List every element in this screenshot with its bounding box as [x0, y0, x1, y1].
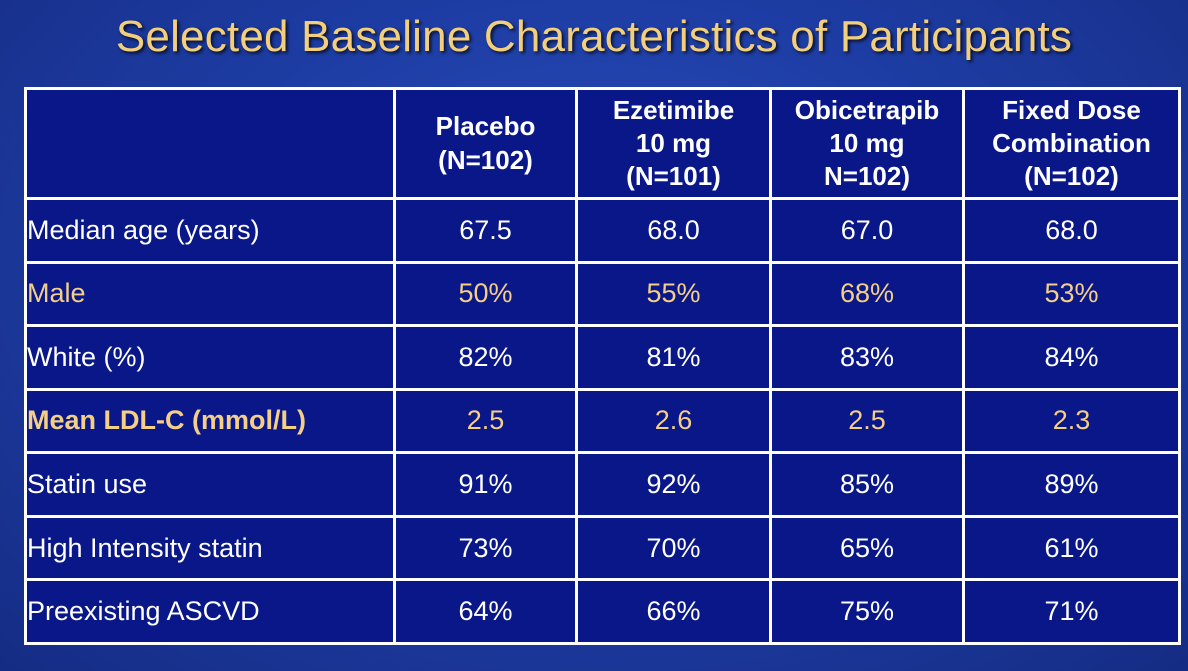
table-row-mean-ldl-c: Mean LDL-C (mmol/L) 2.5 2.6 2.5 2.3	[24, 387, 1181, 455]
table-cell: 67.5	[393, 197, 578, 264]
table-row-statin-use: Statin use 91% 92% 85% 89%	[24, 451, 1181, 518]
table-row-median-age: Median age (years) 67.5 68.0 67.0 68.0	[24, 197, 1181, 264]
table-cell: 61%	[962, 514, 1181, 582]
header-line: Combination	[992, 127, 1151, 158]
header-line: Ezetimibe	[612, 94, 735, 125]
header-line: (N=101)	[626, 161, 721, 192]
table-cell: 68%	[769, 260, 965, 328]
table-cell: 50%	[393, 260, 578, 328]
row-label: Preexisting ASCVD	[24, 578, 396, 645]
row-label: High Intensity statin	[24, 514, 396, 582]
table-cell: 91%	[393, 451, 578, 518]
baseline-characteristics-table: Placebo (N=102) Ezetimibe 10 mg (N=101) …	[24, 87, 1181, 645]
table-cell: 73%	[393, 514, 578, 582]
header-line: (N=102)	[438, 144, 533, 175]
row-label: White (%)	[24, 324, 396, 391]
table-cell: 83%	[769, 324, 965, 391]
table-row-preexisting-ascvd: Preexisting ASCVD 64% 66% 75% 71%	[24, 578, 1181, 645]
table-cell: 85%	[769, 451, 965, 518]
table-cell: 2.6	[575, 387, 772, 455]
row-label: Statin use	[24, 451, 396, 518]
header-line: Placebo	[435, 111, 536, 142]
table-cell: 2.3	[962, 387, 1181, 455]
table-cell: 81%	[575, 324, 772, 391]
table-cell: 65%	[769, 514, 965, 582]
table-cell: 2.5	[769, 387, 965, 455]
header-line: 10 mg	[829, 127, 905, 158]
table-cell: 64%	[393, 578, 578, 645]
table-cell: 67.0	[769, 197, 965, 264]
table-cell: 66%	[575, 578, 772, 645]
column-header-ezetimibe: Ezetimibe 10 mg (N=101)	[575, 87, 772, 200]
column-header-placebo: Placebo (N=102)	[393, 87, 578, 200]
header-line: N=102)	[824, 161, 910, 192]
slide-title: Selected Baseline Characteristics of Par…	[115, 12, 1073, 61]
table-row-white: White (%) 82% 81% 83% 84%	[24, 324, 1181, 391]
table-cell: 82%	[393, 324, 578, 391]
table-cell: 92%	[575, 451, 772, 518]
row-label: Mean LDL-C (mmol/L)	[24, 387, 396, 455]
table-cell: 84%	[962, 324, 1181, 391]
header-corner-cell	[24, 87, 396, 200]
table-cell: 71%	[962, 578, 1181, 645]
table-row-male: Male 50% 55% 68% 53%	[24, 260, 1181, 328]
header-line: Obicetrapib	[794, 94, 940, 125]
table-cell: 89%	[962, 451, 1181, 518]
row-label: Male	[24, 260, 396, 328]
table-cell: 68.0	[962, 197, 1181, 264]
table-cell: 55%	[575, 260, 772, 328]
table-row-high-intensity-statin: High Intensity statin 73% 70% 65% 61%	[24, 514, 1181, 582]
header-line: (N=102)	[1024, 161, 1119, 192]
column-header-fixed-dose-combination: Fixed Dose Combination (N=102)	[962, 87, 1181, 200]
table-cell: 75%	[769, 578, 965, 645]
table-cell: 70%	[575, 514, 772, 582]
header-line: Fixed Dose	[1002, 94, 1141, 125]
header-row: Placebo (N=102) Ezetimibe 10 mg (N=101) …	[24, 87, 1181, 200]
row-label: Median age (years)	[24, 197, 396, 264]
table-cell: 2.5	[393, 387, 578, 455]
table-cell: 53%	[962, 260, 1181, 328]
header-line: 10 mg	[635, 127, 712, 158]
column-header-obicetrapib: Obicetrapib 10 mg N=102)	[769, 87, 965, 200]
table-cell: 68.0	[575, 197, 772, 264]
